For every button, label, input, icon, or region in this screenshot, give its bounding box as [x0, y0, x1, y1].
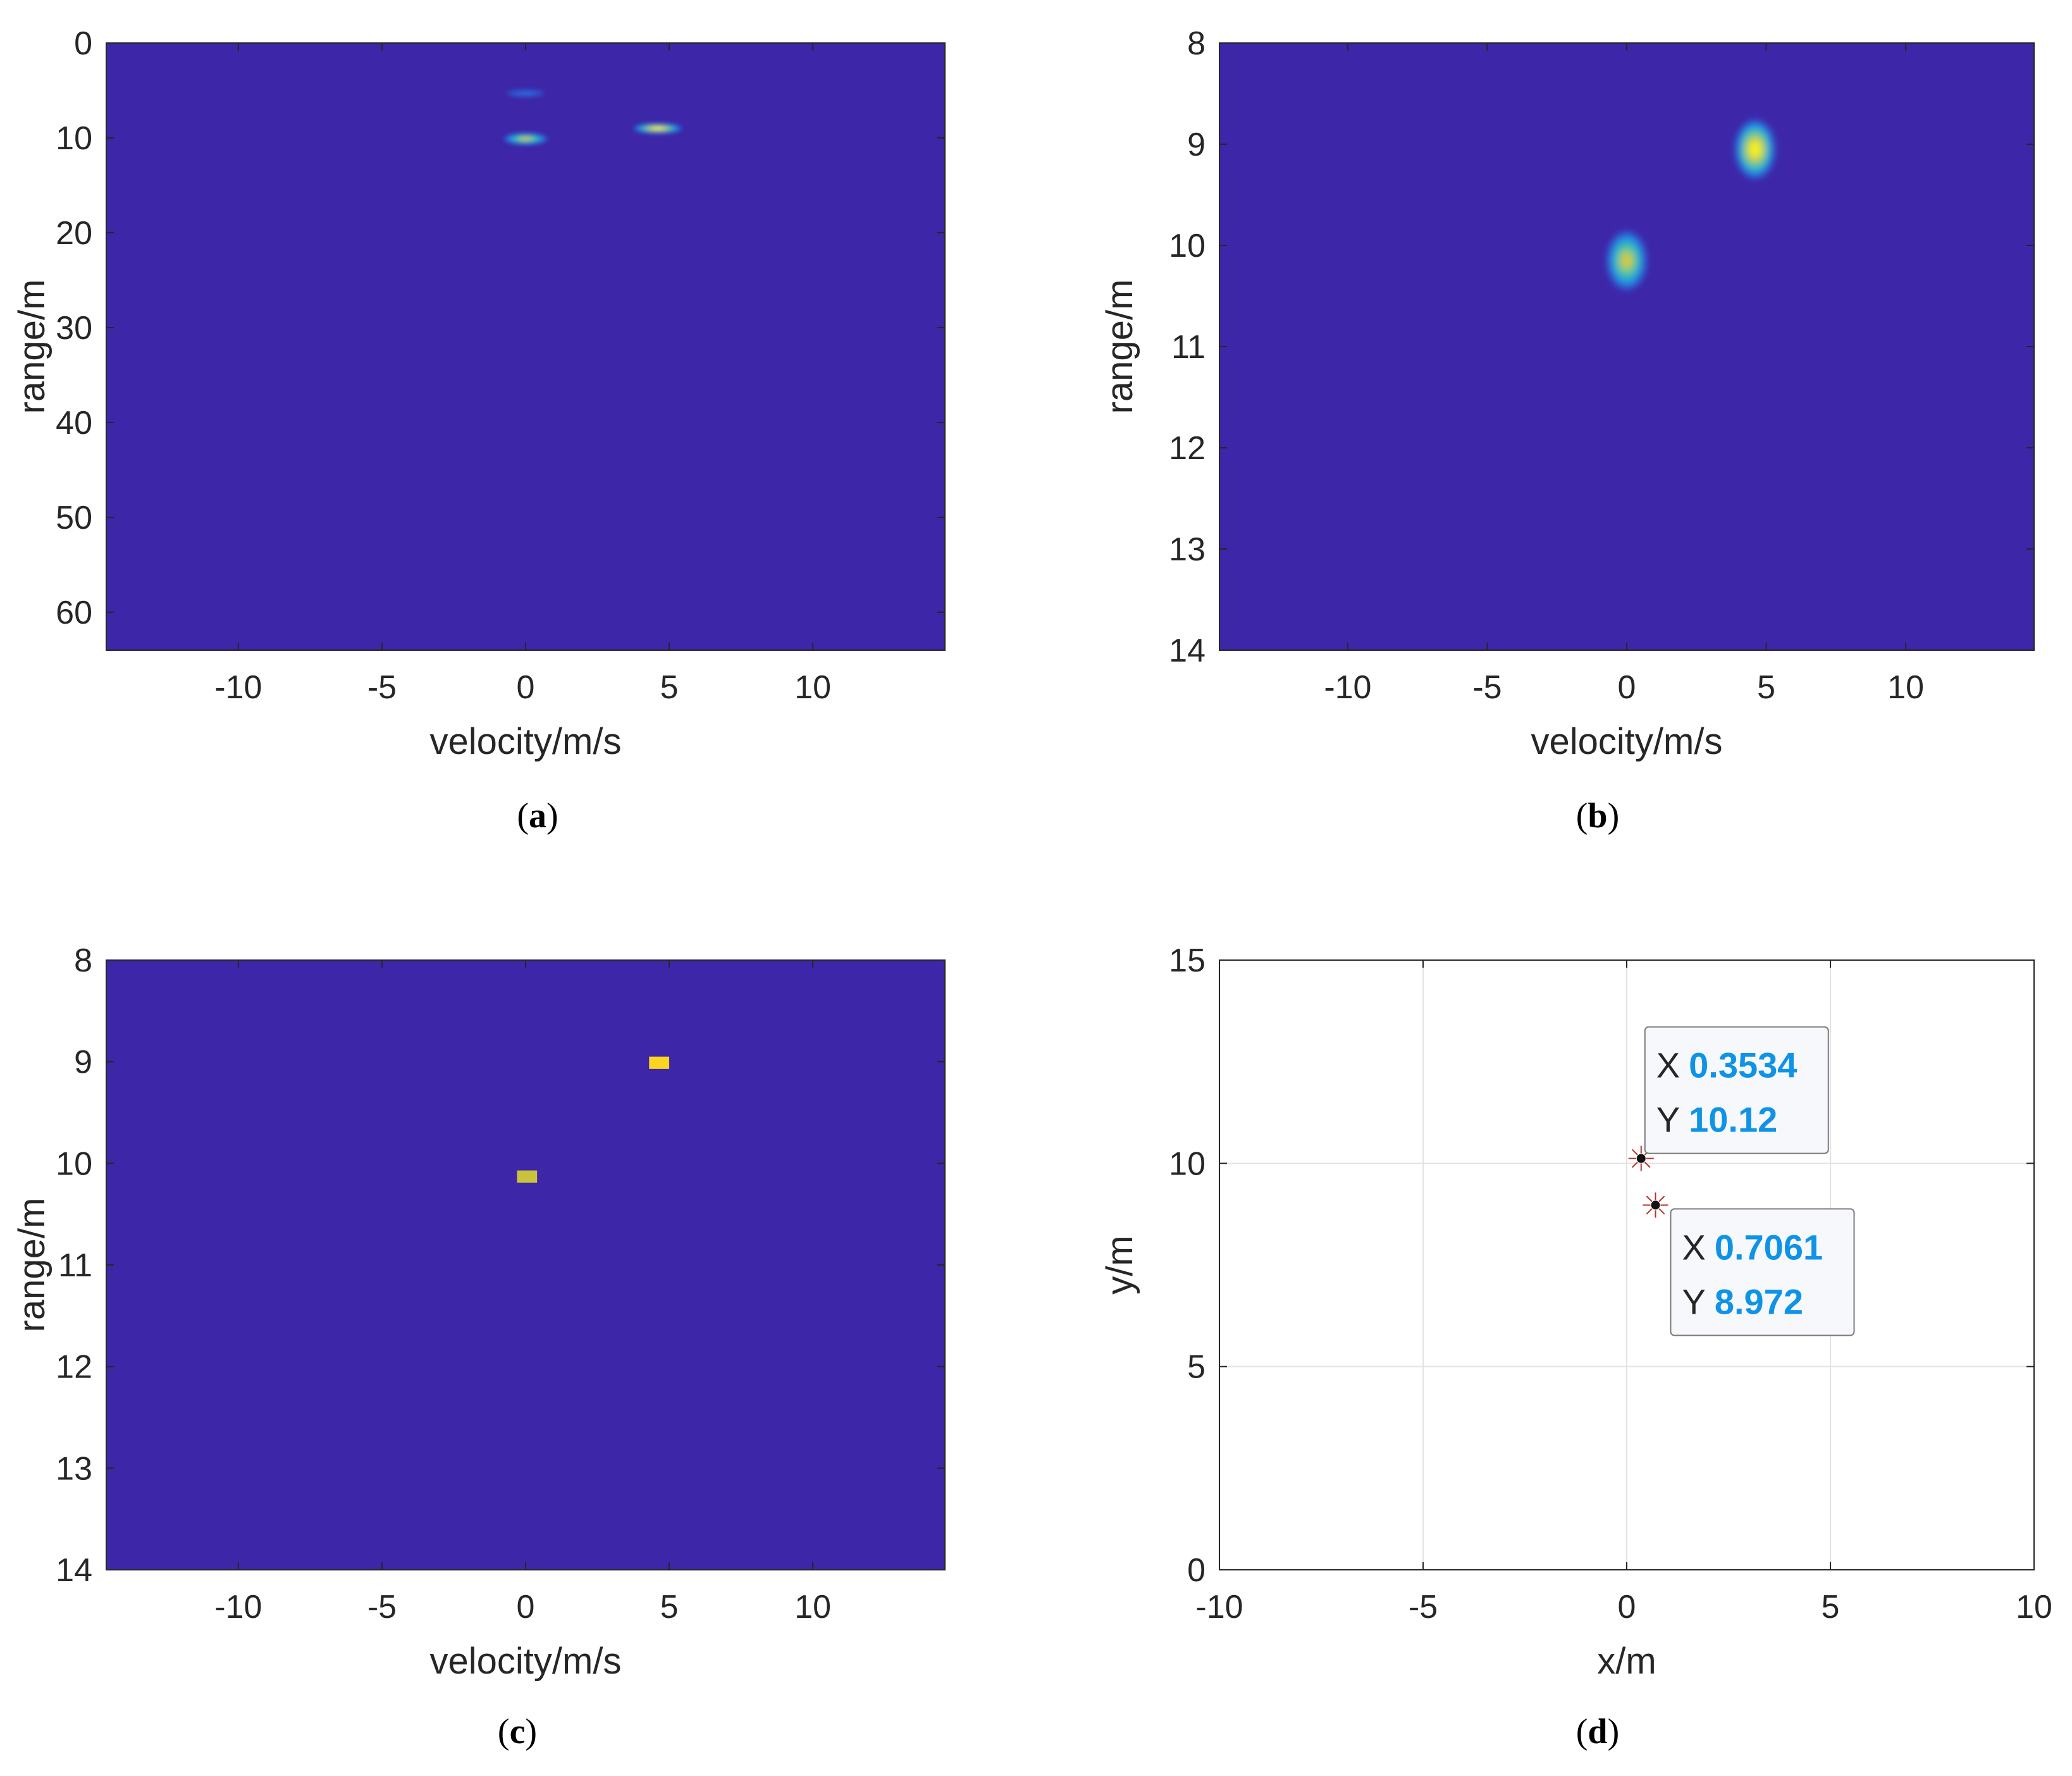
heat-peak	[1607, 232, 1646, 289]
panel-caption-letter: a	[529, 796, 546, 836]
data-tip-box	[1644, 1026, 1829, 1154]
y-tick-label: 11	[1171, 329, 1206, 366]
data-tip-x-value: 0.3534	[1689, 1045, 1797, 1085]
panel-caption: (d)	[1576, 1712, 1619, 1751]
y-tick-label: 5	[1187, 1349, 1206, 1386]
x-axis-label: velocity/m/s	[430, 721, 622, 762]
y-axis-label: range/m	[11, 1198, 52, 1333]
x-tick-label: -10	[1324, 669, 1371, 706]
y-tick-label: 14	[56, 1552, 92, 1589]
y-tick-label: 10	[56, 1145, 92, 1182]
data-tip-x-value: 0.7061	[1715, 1227, 1823, 1267]
x-tick-label: -5	[1409, 1589, 1438, 1625]
x-tick-label: -5	[367, 669, 397, 706]
x-tick-label: 5	[1757, 669, 1775, 706]
heat-peak	[634, 123, 682, 133]
y-axis-label: y/m	[1099, 1235, 1140, 1294]
data-tip-box	[1670, 1208, 1855, 1336]
x-tick-label: 0	[517, 1589, 535, 1625]
y-tick-label: 12	[1169, 430, 1206, 467]
detection-cell	[517, 1170, 538, 1183]
detection-cell	[649, 1056, 670, 1069]
data-tip-y-row: Y 8.972	[1682, 1281, 1803, 1321]
x-axis-label: x/m	[1597, 1641, 1656, 1682]
data-tip-x-label: X	[1682, 1227, 1705, 1267]
y-tick-label: 8	[1187, 25, 1206, 62]
panel-caption: (c)	[498, 1712, 537, 1751]
y-tick-label: 50	[56, 500, 92, 536]
y-tick-label: 13	[1169, 531, 1206, 568]
data-point-marker[interactable]	[1643, 1192, 1668, 1218]
y-tick-label: 15	[1169, 942, 1206, 979]
panel-caption-letter: b	[1588, 796, 1607, 836]
x-tick-label: 10	[1887, 669, 1924, 706]
plot-area	[106, 960, 945, 1570]
panel-caption: (a)	[517, 796, 558, 836]
data-tip-y-label: Y	[1682, 1281, 1705, 1321]
panel-caption-letter: d	[1588, 1712, 1607, 1751]
x-tick-label: -10	[1195, 1589, 1243, 1625]
x-tick-label: -10	[214, 669, 262, 706]
data-tip-x-label: X	[1656, 1045, 1680, 1085]
y-axis-label: range/m	[1099, 280, 1140, 414]
y-tick-label: 60	[56, 595, 92, 631]
x-tick-label: -5	[367, 1589, 397, 1625]
y-tick-label: 9	[1187, 126, 1206, 163]
x-tick-label: 5	[660, 669, 679, 706]
y-tick-label: 20	[56, 215, 92, 252]
data-tip-x-row: X 0.3534	[1656, 1045, 1798, 1085]
x-tick-label: -5	[1472, 669, 1502, 706]
x-tick-label: 10	[2016, 1589, 2052, 1625]
plot-area	[1219, 43, 2034, 650]
y-tick-label: 11	[58, 1247, 92, 1284]
y-tick-label: 0	[74, 25, 92, 62]
x-tick-label: 10	[794, 669, 831, 706]
data-tip-y-value: 8.972	[1715, 1281, 1803, 1321]
y-axis-label: range/m	[11, 280, 52, 414]
x-tick-label: 5	[660, 1589, 679, 1625]
y-tick-label: 10	[1169, 1145, 1206, 1182]
y-tick-label: 10	[1169, 228, 1206, 264]
x-tick-label: 0	[1618, 669, 1636, 706]
y-tick-label: 12	[56, 1349, 92, 1386]
y-tick-label: 0	[1187, 1552, 1206, 1589]
y-tick-label: 40	[56, 405, 92, 441]
data-tip-x-row: X 0.7061	[1682, 1227, 1823, 1267]
x-tick-label: 0	[1618, 1589, 1636, 1625]
x-tick-label: 0	[517, 669, 535, 706]
y-tick-label: 30	[56, 310, 92, 347]
panel-b-range-velocity-zoom: -10 -5 0 5 10 8 9 10 11 12 13 14 velocity/m/s range/m…	[1099, 25, 2035, 836]
panel-caption: (b)	[1576, 796, 1619, 836]
y-tick-label: 9	[74, 1044, 92, 1081]
y-tick-label: 10	[56, 120, 92, 157]
panel-c-detection-map: -10 -5 0 5 10 8 9 10 11 12 13 14 velocity/m/s range/m…	[11, 942, 946, 1751]
data-tip-y-row: Y 10.12	[1656, 1100, 1778, 1140]
data-tip-y-label: Y	[1656, 1100, 1680, 1140]
y-tick-label: 8	[74, 942, 92, 979]
heat-peak	[507, 90, 545, 97]
data-point-marker[interactable]	[1628, 1145, 1654, 1171]
x-tick-label: 5	[1822, 1589, 1840, 1625]
heat-peak	[1736, 121, 1775, 178]
x-axis-label: velocity/m/s	[1531, 721, 1723, 762]
x-tick-label: 10	[794, 1589, 831, 1625]
y-tick-label: 13	[56, 1450, 92, 1487]
data-tip-y-value: 10.12	[1689, 1100, 1777, 1140]
panel-caption-letter: c	[510, 1712, 526, 1751]
x-tick-label: -10	[214, 1589, 262, 1625]
panel-a-range-velocity-map: -10 -5 0 5 10 0 10 20 30 40 50 60 velocity/m/s range/…	[11, 25, 946, 836]
y-tick-label: 14	[1169, 632, 1206, 669]
heat-peak	[504, 133, 547, 145]
x-axis-label: velocity/m/s	[430, 1641, 622, 1682]
